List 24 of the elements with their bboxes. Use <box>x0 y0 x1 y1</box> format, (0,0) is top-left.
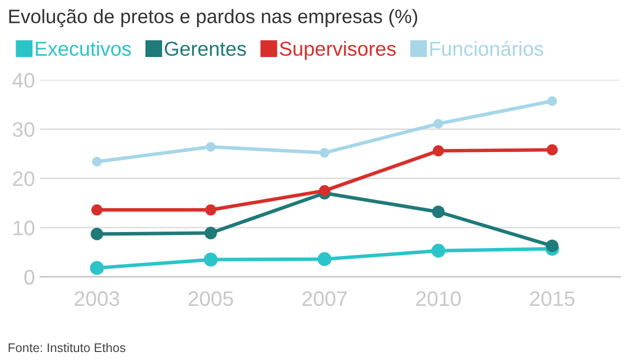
point <box>205 204 216 216</box>
source-note: Fonte: Instituto Ethos <box>8 342 126 352</box>
point <box>91 204 102 216</box>
point <box>546 240 558 252</box>
point <box>204 226 217 240</box>
point <box>92 156 102 167</box>
chart-title: Evolução de pretos e pardos nas empresas (%) <box>9 9 418 28</box>
point <box>432 206 445 218</box>
point <box>320 148 330 158</box>
legend-label: Funcionários <box>430 40 544 56</box>
point <box>90 261 104 275</box>
point <box>434 118 444 129</box>
legend-label: Gerentes <box>164 42 246 56</box>
point <box>318 252 332 266</box>
point <box>432 145 444 156</box>
point <box>204 252 218 267</box>
point <box>318 185 330 196</box>
point <box>90 228 104 240</box>
legend-label: Executivos <box>36 41 131 56</box>
point <box>431 244 446 258</box>
point <box>206 142 216 152</box>
point <box>547 96 558 106</box>
point <box>546 144 558 156</box>
legend-label: Supervisores <box>280 41 396 60</box>
